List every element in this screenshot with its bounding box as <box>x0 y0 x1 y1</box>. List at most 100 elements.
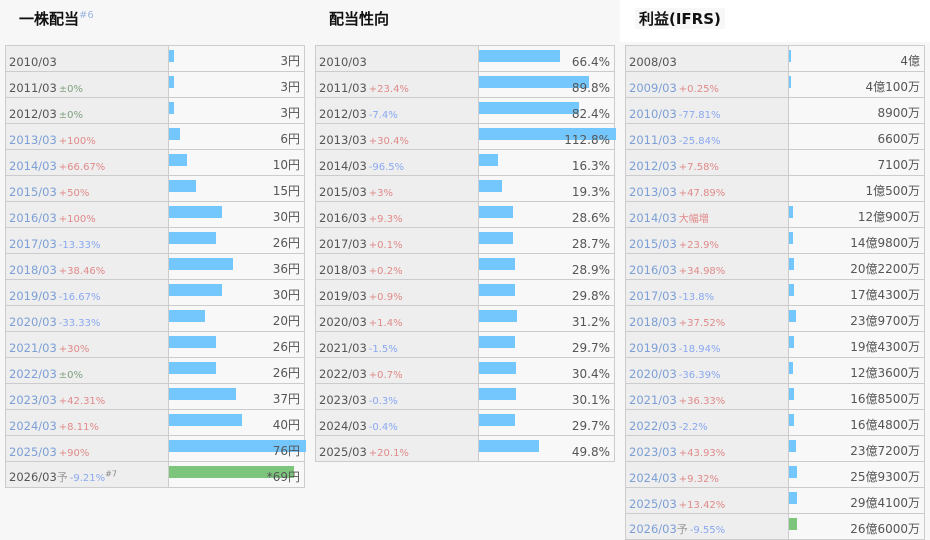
year-label[interactable]: 2025/03 <box>629 497 677 511</box>
value-bar <box>789 388 795 400</box>
year-label[interactable]: 2023/03 <box>9 393 57 407</box>
table-row: 2014/03 大幅増 12億900万 <box>625 201 925 228</box>
table-row: 2022/03 +0.7% 30.4% <box>315 357 615 384</box>
value-text: 26円 <box>272 366 300 380</box>
year-label[interactable]: 2014/03 <box>9 159 57 173</box>
year-label[interactable]: 2020/03 <box>9 315 57 329</box>
value-text: 3円 <box>280 80 300 94</box>
value-bar <box>789 50 791 62</box>
year-label[interactable]: 2011/03 <box>629 133 677 147</box>
value-bar <box>169 388 237 400</box>
value-cell: 16.3% <box>478 149 615 176</box>
value-bar <box>169 206 223 218</box>
year-label[interactable]: 2021/03 <box>629 393 677 407</box>
change-percent: -13.33% <box>58 240 101 251</box>
year-label[interactable]: 2009/03 <box>629 81 677 95</box>
footnote-link[interactable]: #6 <box>79 10 94 21</box>
year-label[interactable]: 2015/03 <box>9 185 57 199</box>
change-percent: 大幅増 <box>678 214 709 225</box>
year-cell: 2013/03 +30.4% <box>315 123 479 150</box>
value-text: 23億9700万 <box>850 314 920 328</box>
value-bar <box>479 154 499 166</box>
year-cell: 2024/03 +8.11% <box>5 409 169 436</box>
year-label: 2021/03 <box>319 341 367 355</box>
value-text: 82.4% <box>571 107 610 121</box>
value-cell: 29.7% <box>478 409 615 436</box>
change-percent: +9.3% <box>368 214 403 225</box>
change-percent: -1.5% <box>368 344 398 355</box>
year-label[interactable]: 2025/03 <box>9 445 57 459</box>
table-row: 2024/03 +8.11% 40円 <box>5 409 305 436</box>
year-label[interactable]: 2018/03 <box>9 263 57 277</box>
value-bar <box>169 310 205 322</box>
value-text: *69円 <box>266 470 300 484</box>
year-label[interactable]: 2017/03 <box>9 237 57 251</box>
value-text: 14億9800万 <box>850 236 920 250</box>
value-cell: 28.7% <box>478 227 615 254</box>
table-row: 2022/03 ±0% 26円 <box>5 357 305 384</box>
year-label[interactable]: 2022/03 <box>629 419 677 433</box>
change-percent: ±0% <box>58 84 84 95</box>
change-percent: -16.67% <box>58 292 101 303</box>
year-label[interactable]: 2021/03 <box>9 341 57 355</box>
year-label[interactable]: 2010/03 <box>629 107 677 121</box>
change-percent: -0.3% <box>368 396 398 407</box>
table-row: 2021/03 -1.5% 29.7% <box>315 331 615 358</box>
year-cell: 2017/03 -13.8% <box>625 279 789 306</box>
year-label[interactable]: 2023/03 <box>629 445 677 459</box>
year-cell: 2012/03 -7.4% <box>315 97 479 124</box>
value-bar <box>479 362 516 374</box>
value-cell: 26円 <box>168 227 305 254</box>
change-percent: +90% <box>58 448 90 459</box>
value-bar <box>479 50 560 62</box>
value-bar <box>789 258 795 270</box>
value-text: 112.8% <box>564 133 610 147</box>
value-cell: 28.6% <box>478 201 615 228</box>
value-bar <box>169 440 306 452</box>
value-cell: 30円 <box>168 279 305 306</box>
year-label[interactable]: 2019/03 <box>629 341 677 355</box>
table-row: 2018/03 +37.52% 23億9700万 <box>625 305 925 332</box>
year-label[interactable]: 2014/03 <box>629 211 677 225</box>
year-label[interactable]: 2020/03 <box>629 367 677 381</box>
value-cell: 112.8% <box>478 123 616 150</box>
table-row: 2011/03 ±0% 3円 <box>5 71 305 98</box>
value-cell: 19.3% <box>478 175 615 202</box>
table-row: 2015/03 +50% 15円 <box>5 175 305 202</box>
year-label[interactable]: 2019/03 <box>9 289 57 303</box>
value-text: 30円 <box>272 288 300 302</box>
table-row: 2013/03 +100% 6円 <box>5 123 305 150</box>
value-text: 16億8500万 <box>850 392 920 406</box>
table-row: 2023/03 -0.3% 30.1% <box>315 383 615 410</box>
year-label: 2014/03 <box>319 159 367 173</box>
year-cell: 2011/03 ±0% <box>5 71 169 98</box>
table-row: 2025/03 +20.1% 49.8% <box>315 435 615 462</box>
value-text: 8900万 <box>877 106 920 120</box>
footnote-link[interactable]: #7 <box>105 469 117 479</box>
value-text: 12億3600万 <box>850 366 920 380</box>
table-row: 2009/03 +0.25% 4億100万 <box>625 71 925 98</box>
year-label[interactable]: 2018/03 <box>629 315 677 329</box>
year-cell: 2012/03 ±0% <box>5 97 169 124</box>
year-label[interactable]: 2016/03 <box>9 211 57 225</box>
year-label[interactable]: 2013/03 <box>629 185 677 199</box>
year-label[interactable]: 2022/03 <box>9 367 57 381</box>
table-row: 2023/03 +42.31% 37円 <box>5 383 305 410</box>
year-label[interactable]: 2013/03 <box>9 133 57 147</box>
year-label[interactable]: 2024/03 <box>9 419 57 433</box>
value-text: 19億4300万 <box>850 340 920 354</box>
value-bar <box>169 232 216 244</box>
table-row: 2008/03 4億 <box>625 45 925 72</box>
year-label[interactable]: 2016/03 <box>629 263 677 277</box>
year-cell: 2021/03 +36.33% <box>625 383 789 410</box>
year-label[interactable]: 2024/03 <box>629 471 677 485</box>
year-cell: 2022/03 -2.2% <box>625 409 789 436</box>
year-label[interactable]: 2026/03 <box>629 522 677 536</box>
value-cell: 6円 <box>168 123 305 150</box>
value-cell: 29.7% <box>478 331 615 358</box>
year-label[interactable]: 2015/03 <box>629 237 677 251</box>
year-label[interactable]: 2012/03 <box>629 159 677 173</box>
year-label[interactable]: 2017/03 <box>629 289 677 303</box>
value-cell: 6600万 <box>788 123 925 150</box>
value-cell: 26円 <box>168 357 305 384</box>
